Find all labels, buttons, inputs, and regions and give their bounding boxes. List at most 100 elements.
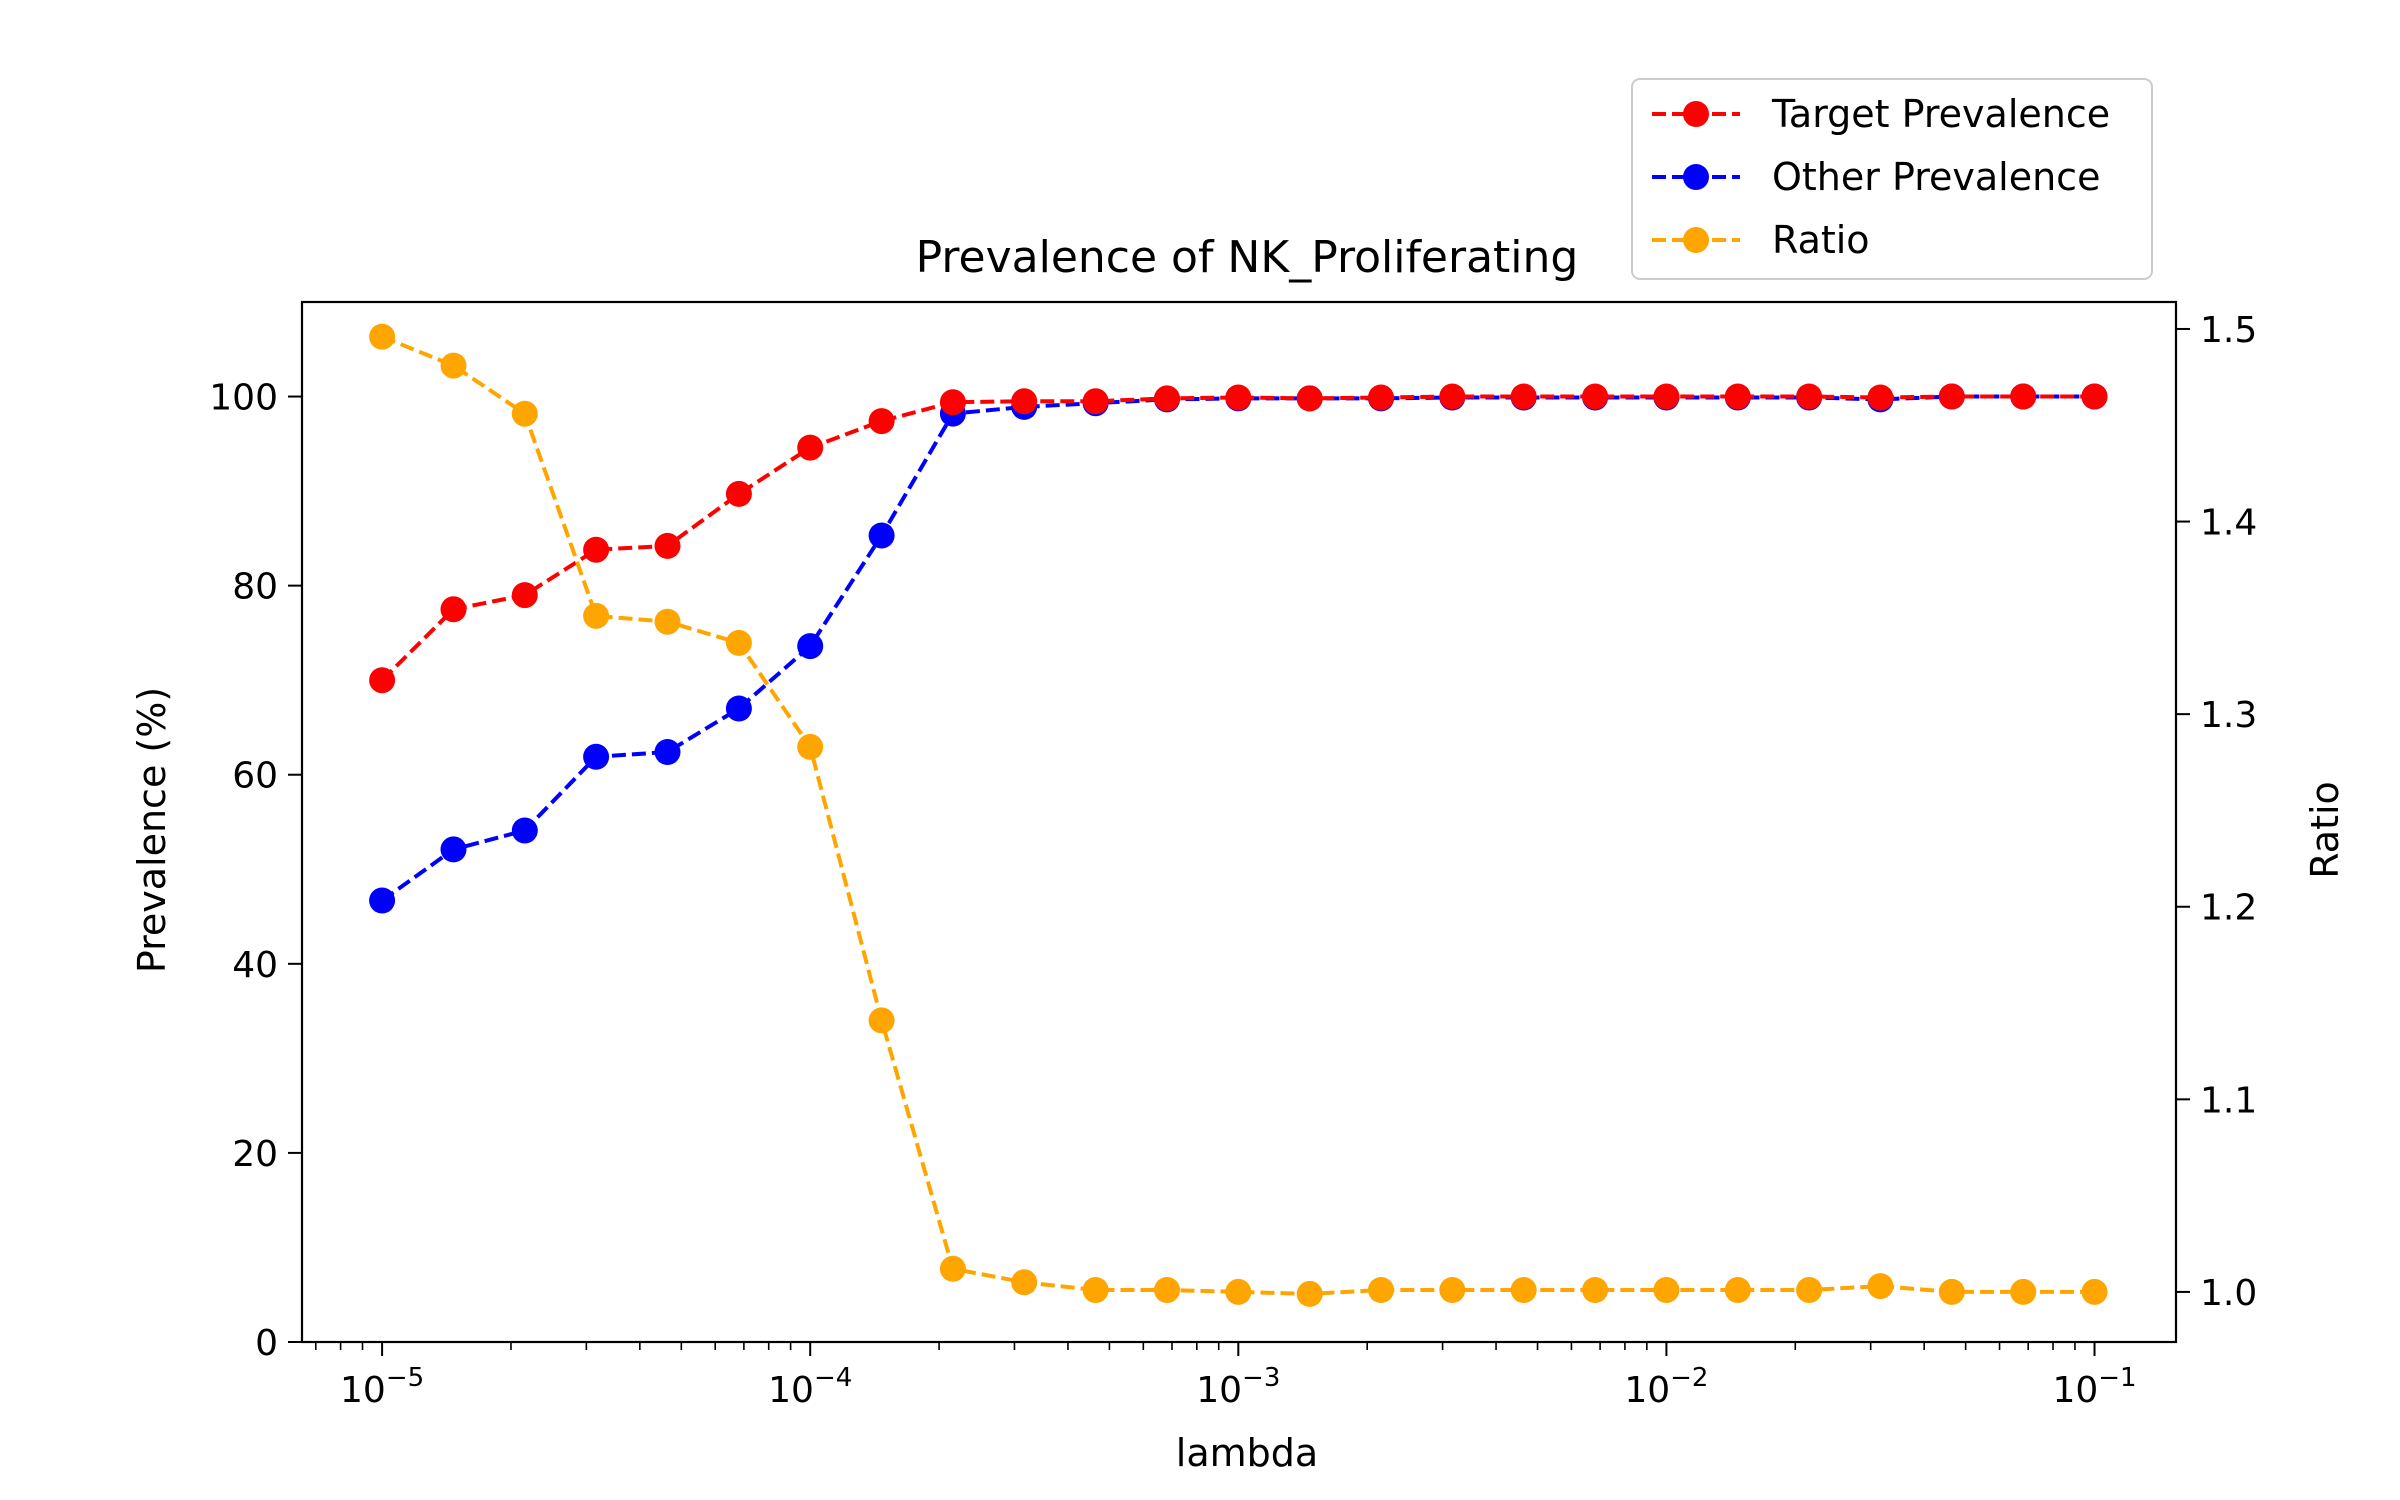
data-point-target-prevalence (1011, 388, 1038, 415)
data-point-target-prevalence (939, 389, 966, 416)
y2-tick-label: 1.3 (2200, 695, 2257, 736)
data-point-ratio (2081, 1278, 2108, 1305)
series-line-target-prevalence (380, 394, 2095, 682)
x-tick-label: 10−4 (768, 1363, 852, 1411)
y2-tick-label: 1.1 (2200, 1080, 2257, 1121)
data-point-target-prevalence (1082, 388, 1109, 415)
legend-label-target: Target Prevalence (1771, 92, 2110, 136)
data-point-target-prevalence (440, 596, 467, 623)
data-point-other-prevalence (868, 522, 895, 549)
data-point-target-prevalence (1296, 385, 1323, 412)
y2-axis-ticks: 1.0 1.1 1.2 1.3 1.4 1.5 (2176, 310, 2257, 1314)
data-point-target-prevalence (654, 532, 681, 559)
data-point-ratio (1867, 1273, 1894, 1300)
data-point-other-prevalence (583, 743, 610, 770)
data-point-ratio (725, 629, 752, 656)
data-point-target-prevalence (1653, 383, 1680, 410)
series-target-prevalence (369, 383, 2108, 694)
data-point-ratio (1724, 1277, 1751, 1303)
series-ratio (369, 323, 2108, 1307)
y2-tick-label: 1.5 (2200, 310, 2257, 351)
data-point-ratio (1296, 1280, 1323, 1307)
data-point-ratio (1011, 1269, 1038, 1296)
series-line-ratio (381, 334, 2095, 1296)
data-point-ratio (1439, 1277, 1466, 1303)
data-point-ratio (1082, 1277, 1109, 1303)
data-point-target-prevalence (2010, 383, 2037, 410)
y-tick-label: 0 (255, 1323, 278, 1364)
data-point-ratio (1368, 1277, 1394, 1303)
data-point-other-prevalence (369, 887, 396, 914)
series-layer (369, 323, 2108, 1307)
y-axis-label: Prevalence (%) (130, 687, 174, 973)
y2-tick-label: 1.4 (2200, 503, 2257, 544)
data-point-target-prevalence (1439, 383, 1466, 410)
series-line-other-prevalence (380, 394, 2095, 903)
data-point-ratio (2010, 1278, 2037, 1305)
x-tick-label: 10−1 (2052, 1363, 2136, 1411)
legend-marker-ratio (1683, 227, 1709, 253)
data-point-other-prevalence (511, 817, 538, 844)
x-axis-ticks: 10−5 10−4 10−3 10−2 10−1 (314, 1342, 2137, 1411)
data-point-ratio (511, 400, 538, 427)
data-point-target-prevalence (1368, 384, 1394, 411)
series-other-prevalence (369, 383, 2108, 914)
legend: Target Prevalence Other Prevalence Ratio (1631, 78, 2153, 280)
data-point-ratio (1225, 1278, 1252, 1305)
legend-box (1631, 78, 2153, 280)
data-point-ratio (369, 323, 396, 350)
y-tick-label: 60 (232, 756, 278, 797)
data-point-target-prevalence (797, 434, 824, 461)
data-point-target-prevalence (1154, 385, 1180, 412)
data-point-target-prevalence (1582, 383, 1609, 410)
y2-tick-label: 1.2 (2200, 888, 2257, 929)
data-point-ratio (939, 1255, 966, 1282)
legend-marker-other (1683, 164, 1709, 190)
x-tick-label: 10−2 (1624, 1363, 1708, 1411)
data-point-other-prevalence (654, 739, 681, 765)
y-tick-label: 40 (232, 945, 278, 986)
data-point-ratio (583, 602, 610, 629)
y2-tick-label: 1.0 (2200, 1273, 2257, 1314)
x-axis-label: lambda (1176, 1431, 1318, 1475)
data-point-other-prevalence (725, 695, 752, 722)
legend-entry-other: Other Prevalence (1652, 155, 2100, 199)
data-point-target-prevalence (725, 480, 752, 507)
legend-entry-ratio: Ratio (1652, 218, 1870, 262)
data-point-ratio (1582, 1277, 1609, 1303)
x-tick-label: 10−5 (340, 1363, 424, 1411)
data-point-ratio (868, 1007, 895, 1034)
data-point-target-prevalence (369, 667, 396, 694)
y-tick-label: 100 (209, 378, 278, 419)
data-point-ratio (797, 733, 824, 760)
data-point-ratio (1938, 1278, 1965, 1305)
y-tick-label: 20 (232, 1134, 278, 1175)
data-point-ratio (1154, 1277, 1180, 1303)
data-point-target-prevalence (1938, 383, 1965, 410)
data-point-target-prevalence (2081, 383, 2108, 410)
data-point-target-prevalence (583, 536, 610, 563)
x-tick-label: 10−3 (1196, 1363, 1280, 1411)
legend-marker-target (1683, 101, 1709, 127)
data-point-target-prevalence (1225, 384, 1252, 411)
data-point-target-prevalence (1867, 384, 1894, 411)
data-point-ratio (1510, 1277, 1537, 1303)
data-point-ratio (654, 608, 681, 635)
plot-frame (300, 300, 2178, 1344)
data-point-target-prevalence (511, 582, 538, 609)
data-point-ratio (1653, 1277, 1680, 1303)
legend-label-other: Other Prevalence (1772, 155, 2100, 199)
legend-label-ratio: Ratio (1772, 218, 1870, 262)
data-point-ratio (1796, 1277, 1823, 1303)
data-point-target-prevalence (1724, 383, 1751, 410)
data-point-ratio (440, 352, 467, 379)
chart-title: Prevalence of NK_Proliferating (916, 232, 1579, 283)
data-point-target-prevalence (1510, 383, 1537, 410)
y-tick-label: 80 (232, 567, 278, 608)
data-point-other-prevalence (797, 633, 824, 660)
y-axis-ticks: 0 20 40 60 80 100 (209, 378, 302, 1364)
legend-entry-target: Target Prevalence (1652, 92, 2110, 136)
y2-axis-label: Ratio (2303, 781, 2347, 879)
